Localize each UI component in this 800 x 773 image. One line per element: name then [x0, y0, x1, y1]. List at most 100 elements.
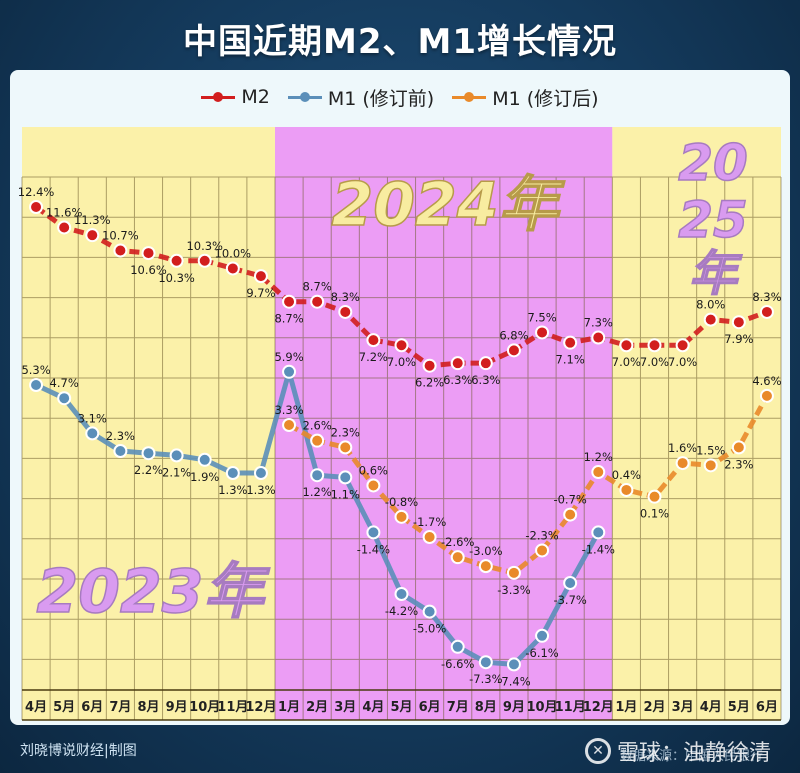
data-point[interactable] — [478, 559, 493, 574]
data-point[interactable] — [310, 468, 325, 483]
data-point[interactable] — [282, 418, 297, 432]
data-point[interactable] — [450, 550, 465, 565]
data-point[interactable] — [563, 507, 578, 522]
data-point[interactable] — [450, 356, 465, 371]
legend-item-m1-after[interactable]: M1 (修订后) — [452, 84, 599, 111]
data-point[interactable] — [197, 452, 212, 467]
data-point[interactable] — [57, 220, 72, 235]
data-point[interactable] — [338, 304, 353, 319]
data-point[interactable] — [29, 200, 44, 214]
data-point[interactable] — [422, 604, 437, 619]
data-point[interactable] — [478, 356, 493, 371]
data-label: 0.1% — [640, 507, 669, 521]
data-point[interactable] — [563, 576, 578, 590]
data-point[interactable] — [731, 440, 746, 455]
data-point[interactable] — [675, 456, 690, 471]
year-label-2023: 2023年 — [37, 557, 271, 627]
data-label: -7.3% — [469, 672, 502, 686]
data-point[interactable] — [535, 325, 550, 340]
data-point[interactable] — [591, 525, 606, 540]
data-point[interactable] — [478, 655, 493, 670]
data-point[interactable] — [422, 530, 437, 544]
data-point[interactable] — [310, 294, 325, 309]
data-point[interactable] — [253, 466, 268, 480]
data-point[interactable] — [619, 338, 634, 353]
data-point[interactable] — [310, 433, 325, 448]
x-tick-label: 9月 — [503, 700, 525, 715]
data-point[interactable] — [169, 253, 184, 268]
data-point[interactable] — [57, 391, 72, 406]
data-point[interactable] — [113, 444, 128, 458]
data-label: -3.3% — [497, 583, 530, 597]
data-point[interactable] — [113, 243, 128, 258]
data-label: 2.3% — [724, 457, 753, 471]
data-point[interactable] — [394, 338, 409, 353]
x-tick-label: 2月 — [306, 700, 328, 715]
data-label: 4.7% — [50, 376, 79, 390]
data-point[interactable] — [225, 261, 240, 276]
x-tick-label: 4月 — [25, 700, 47, 715]
data-point[interactable] — [703, 458, 718, 473]
data-point[interactable] — [141, 446, 156, 461]
data-point[interactable] — [338, 440, 353, 455]
data-label: 5.9% — [274, 350, 303, 364]
data-point[interactable] — [506, 657, 521, 672]
data-label: 7.0% — [612, 355, 641, 369]
snowball-logo-icon: ✕ — [585, 738, 611, 764]
data-label: 8.3% — [752, 290, 781, 304]
x-tick-label: 6月 — [81, 700, 103, 715]
data-label: 2.3% — [106, 429, 135, 443]
data-point[interactable] — [506, 343, 521, 358]
data-point[interactable] — [759, 388, 774, 403]
data-point[interactable] — [591, 330, 606, 345]
x-tick-label: 3月 — [334, 700, 356, 715]
data-point[interactable] — [506, 565, 521, 580]
data-point[interactable] — [141, 246, 156, 261]
data-point[interactable] — [197, 253, 212, 268]
data-point[interactable] — [169, 448, 184, 463]
data-point[interactable] — [366, 525, 381, 540]
data-label: -6.1% — [525, 646, 558, 660]
data-point[interactable] — [422, 358, 437, 373]
legend-item-m1-before[interactable]: M1 (修订前) — [287, 84, 434, 111]
data-point[interactable] — [85, 426, 100, 441]
data-point[interactable] — [394, 587, 409, 601]
data-label: -1.4% — [582, 542, 615, 556]
data-point[interactable] — [366, 333, 381, 348]
data-point[interactable] — [619, 482, 634, 497]
data-label: 2.6% — [303, 419, 332, 433]
data-point[interactable] — [647, 338, 662, 353]
x-tick-label: 8月 — [475, 700, 497, 715]
x-tick-label: 10月 — [189, 700, 220, 715]
data-point[interactable] — [563, 335, 578, 350]
data-label: -3.0% — [469, 544, 502, 558]
data-point[interactable] — [450, 639, 465, 654]
data-point[interactable] — [591, 465, 606, 480]
data-point[interactable] — [535, 628, 550, 643]
data-label: -3.7% — [553, 593, 586, 607]
data-label: 8.0% — [696, 298, 725, 312]
data-point[interactable] — [759, 304, 774, 319]
data-point[interactable] — [675, 338, 690, 353]
data-point[interactable] — [703, 312, 718, 327]
data-point[interactable] — [282, 294, 297, 309]
data-label: 7.0% — [668, 355, 697, 369]
data-point[interactable] — [647, 489, 662, 504]
data-point[interactable] — [85, 228, 100, 243]
data-point[interactable] — [338, 470, 353, 485]
legend-item-m2[interactable]: M2 — [201, 86, 270, 108]
data-point[interactable] — [29, 378, 44, 392]
data-point[interactable] — [366, 478, 381, 493]
data-label: 2.1% — [162, 465, 191, 479]
data-point[interactable] — [253, 269, 268, 284]
x-tick-label: 7月 — [109, 700, 131, 715]
data-point[interactable] — [535, 543, 550, 558]
data-point[interactable] — [731, 315, 746, 330]
data-point[interactable] — [282, 364, 297, 379]
data-label: 8.7% — [274, 312, 303, 326]
data-label: 0.6% — [359, 463, 388, 477]
data-label: 6.3% — [471, 373, 500, 387]
data-point[interactable] — [394, 509, 409, 524]
data-label: 6.3% — [443, 373, 472, 387]
data-point[interactable] — [225, 466, 240, 480]
